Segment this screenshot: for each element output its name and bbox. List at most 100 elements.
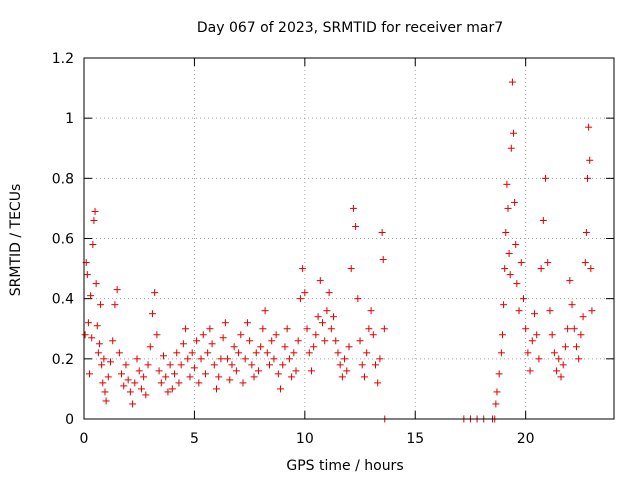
data-point xyxy=(561,343,569,351)
data-point xyxy=(356,337,364,345)
data-point xyxy=(566,277,574,285)
data-point xyxy=(537,265,545,273)
data-point xyxy=(288,373,296,381)
data-point xyxy=(358,361,366,369)
data-point xyxy=(307,367,315,375)
data-point xyxy=(524,349,532,357)
data-point xyxy=(345,343,353,351)
data-point xyxy=(228,361,236,369)
data-point xyxy=(126,388,134,396)
data-point xyxy=(531,310,538,318)
data-points xyxy=(81,78,596,423)
data-point xyxy=(144,361,152,369)
data-point xyxy=(498,331,506,339)
data-point xyxy=(215,373,223,381)
data-point xyxy=(259,325,267,333)
data-point xyxy=(166,361,174,369)
data-point xyxy=(111,301,119,309)
data-point xyxy=(341,355,349,363)
grid-layer xyxy=(84,58,614,419)
data-point xyxy=(378,228,386,236)
x-tick-label: 5 xyxy=(190,431,199,447)
data-point xyxy=(213,385,220,393)
y-tick-label: 0.2 xyxy=(52,352,74,368)
data-point xyxy=(93,322,101,330)
data-point xyxy=(314,313,322,321)
data-point xyxy=(374,379,382,387)
x-tick-label: 20 xyxy=(517,431,535,447)
y-tick-label: 0.4 xyxy=(52,292,74,308)
data-point xyxy=(97,301,105,309)
y-tick-label: 1 xyxy=(65,111,74,127)
data-point xyxy=(577,331,585,339)
data-point xyxy=(365,325,373,333)
data-point xyxy=(587,265,595,273)
data-point xyxy=(581,259,589,267)
data-point xyxy=(254,367,262,375)
data-point xyxy=(503,180,511,188)
data-point xyxy=(363,349,371,357)
data-point xyxy=(354,295,362,303)
data-point xyxy=(137,385,145,393)
x-tick-label: 0 xyxy=(80,431,89,447)
data-point xyxy=(246,337,254,345)
data-point xyxy=(129,400,137,408)
data-point xyxy=(281,343,289,351)
data-point xyxy=(305,349,313,357)
data-point xyxy=(502,228,510,236)
data-point xyxy=(559,361,567,369)
data-point xyxy=(146,343,154,351)
data-point xyxy=(557,373,565,381)
data-point xyxy=(266,361,273,369)
data-point xyxy=(376,355,384,363)
data-point xyxy=(517,259,525,267)
data-point xyxy=(195,379,203,387)
data-point xyxy=(124,376,132,384)
data-point xyxy=(99,379,107,387)
tick-layer: 0 0.2 0.4 0.6 0.8 1 1.2 0 5 10 15 20 xyxy=(52,51,614,447)
data-point xyxy=(349,204,357,212)
data-point xyxy=(564,325,572,333)
data-point xyxy=(347,265,355,273)
data-point xyxy=(579,313,587,321)
data-point xyxy=(237,331,245,339)
data-point xyxy=(232,367,240,375)
data-point xyxy=(230,343,238,351)
y-tick-label: 0 xyxy=(65,412,74,428)
data-point xyxy=(193,337,201,345)
data-point xyxy=(98,361,106,369)
data-point xyxy=(140,373,148,381)
y-tick-label: 0.8 xyxy=(52,171,74,187)
data-point xyxy=(528,337,536,345)
data-point xyxy=(550,349,558,357)
data-point xyxy=(226,376,234,384)
data-point xyxy=(210,361,218,369)
data-point xyxy=(84,319,92,327)
data-point xyxy=(184,355,192,363)
data-point xyxy=(135,367,143,375)
y-axis-label: SRMTID / TECUs xyxy=(8,184,24,297)
data-point xyxy=(336,361,344,369)
data-point xyxy=(92,280,100,288)
data-point xyxy=(89,241,97,249)
data-point xyxy=(197,355,205,363)
data-point xyxy=(497,349,505,357)
data-point xyxy=(330,313,338,321)
data-point xyxy=(263,349,271,357)
data-point xyxy=(131,379,139,387)
data-point xyxy=(171,370,179,378)
data-point xyxy=(493,388,501,396)
data-point xyxy=(190,364,198,372)
data-point xyxy=(115,349,123,357)
data-point xyxy=(586,156,594,164)
data-point xyxy=(539,216,547,224)
plot-frame xyxy=(83,57,615,420)
data-point xyxy=(257,343,265,351)
data-point xyxy=(91,207,99,215)
data-point xyxy=(360,373,368,381)
data-point xyxy=(555,355,563,363)
data-point xyxy=(321,337,329,345)
data-point xyxy=(217,355,225,363)
data-point xyxy=(301,289,309,297)
